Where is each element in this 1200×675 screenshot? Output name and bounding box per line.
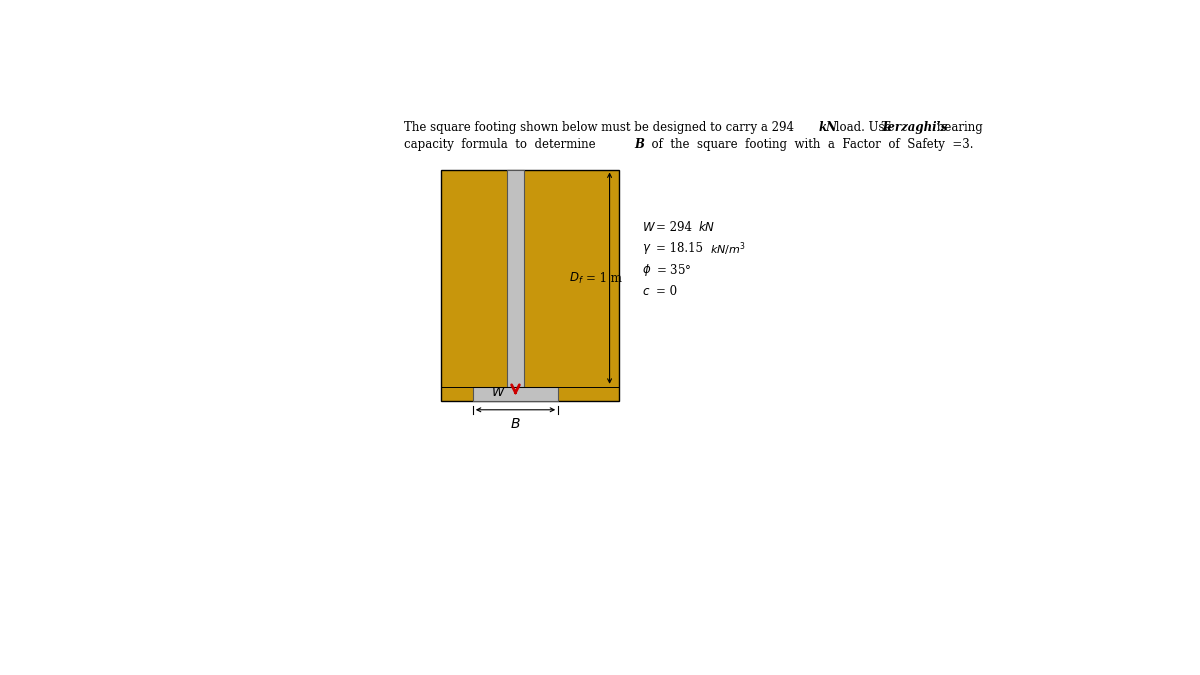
- Text: = 1 m: = 1 m: [587, 271, 623, 285]
- Bar: [506, 169, 524, 387]
- Text: $\gamma$: $\gamma$: [642, 242, 652, 256]
- Text: = 35$\degree$: = 35$\degree$: [656, 263, 691, 277]
- Text: The square footing shown below must be designed to carry a 294: The square footing shown below must be d…: [404, 121, 798, 134]
- Text: $W$: $W$: [642, 221, 656, 234]
- Text: of  the  square  footing  with  a  Factor  of  Safety  =3.: of the square footing with a Factor of S…: [644, 138, 974, 151]
- Text: kN: kN: [818, 121, 838, 134]
- Text: $B$: $B$: [510, 416, 521, 431]
- Text: = 18.15: = 18.15: [656, 242, 707, 255]
- Text: $D_f$: $D_f$: [569, 271, 584, 286]
- Text: $c$: $c$: [642, 286, 650, 298]
- Text: $kN/m^3$: $kN/m^3$: [710, 240, 746, 258]
- Text: $kN$: $kN$: [698, 220, 715, 234]
- Text: $\phi$: $\phi$: [642, 263, 652, 278]
- Text: = 0: = 0: [656, 286, 677, 298]
- Text: load. Use: load. Use: [832, 121, 895, 134]
- Text: B: B: [635, 138, 644, 151]
- Text: Terzaghi’s: Terzaghi’s: [880, 121, 948, 134]
- Bar: [473, 387, 558, 400]
- Text: $W$: $W$: [491, 385, 505, 399]
- Text: = 294: = 294: [656, 221, 696, 234]
- Text: bearing: bearing: [932, 121, 983, 134]
- Text: capacity  formula  to  determine: capacity formula to determine: [404, 138, 604, 151]
- Bar: [440, 169, 619, 400]
